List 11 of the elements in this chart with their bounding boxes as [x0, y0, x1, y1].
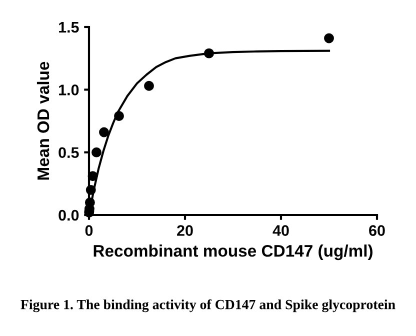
x-tick-label: 20: [177, 225, 193, 236]
x-axis-title: Recombinant mouse CD147 (ug/ml): [94, 244, 372, 260]
y-axis-title: Mean OD value: [36, 62, 50, 180]
x-tick-label: 40: [272, 225, 289, 236]
x-tick-label: 0: [85, 225, 93, 236]
caption: Figure 1. The binding activity of CD147 and Spike glycoprotein: [20, 299, 396, 312]
y-tick-label: 1.0: [59, 84, 79, 96]
x-tick-label: 60: [369, 225, 385, 236]
y-tick-label: 0.5: [58, 147, 79, 158]
y-tick-label: 1.5: [59, 22, 79, 33]
y-tick-label: 0.0: [58, 210, 79, 221]
